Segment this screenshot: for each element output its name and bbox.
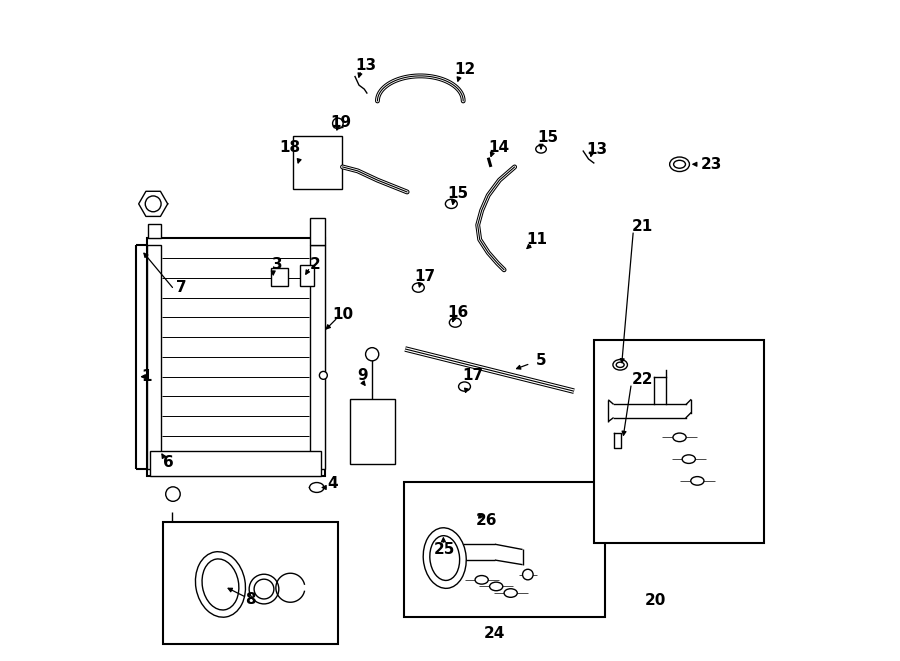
Bar xyxy=(147,238,325,476)
Text: 1: 1 xyxy=(141,369,152,384)
Bar xyxy=(310,218,325,245)
Bar xyxy=(594,340,764,543)
Bar xyxy=(163,522,338,644)
Text: 23: 23 xyxy=(701,157,723,172)
Ellipse shape xyxy=(504,589,518,598)
Circle shape xyxy=(145,196,161,212)
Text: 15: 15 xyxy=(447,186,469,201)
Circle shape xyxy=(320,371,328,379)
Ellipse shape xyxy=(310,483,324,492)
Text: 19: 19 xyxy=(330,115,352,130)
Text: 13: 13 xyxy=(586,141,607,157)
Text: 17: 17 xyxy=(414,269,436,284)
Text: 4: 4 xyxy=(328,476,338,491)
Bar xyxy=(271,268,288,286)
Bar xyxy=(148,223,161,238)
Text: 7: 7 xyxy=(176,280,187,295)
Ellipse shape xyxy=(449,318,461,327)
Ellipse shape xyxy=(613,360,627,370)
Polygon shape xyxy=(139,191,167,216)
Ellipse shape xyxy=(459,382,471,391)
Ellipse shape xyxy=(412,283,424,292)
Ellipse shape xyxy=(249,574,279,604)
Text: 17: 17 xyxy=(463,368,483,383)
Ellipse shape xyxy=(446,199,457,208)
Text: 11: 11 xyxy=(526,232,547,247)
Circle shape xyxy=(333,118,343,129)
Bar xyxy=(350,399,394,464)
Text: 2: 2 xyxy=(310,257,320,272)
Ellipse shape xyxy=(490,582,503,591)
Circle shape xyxy=(365,348,379,361)
Bar xyxy=(310,245,325,469)
Bar xyxy=(300,264,314,286)
Ellipse shape xyxy=(195,552,246,617)
Text: 26: 26 xyxy=(475,513,497,528)
Text: 22: 22 xyxy=(632,372,653,387)
Text: 6: 6 xyxy=(163,455,174,470)
Ellipse shape xyxy=(682,455,696,463)
Text: 5: 5 xyxy=(536,353,546,368)
Ellipse shape xyxy=(673,433,686,442)
Text: 8: 8 xyxy=(246,592,256,607)
Text: 14: 14 xyxy=(488,139,509,155)
Ellipse shape xyxy=(691,477,704,485)
Text: 10: 10 xyxy=(333,307,354,321)
Bar xyxy=(404,483,605,617)
Bar xyxy=(293,136,343,188)
Ellipse shape xyxy=(670,157,689,172)
Circle shape xyxy=(166,487,180,501)
Text: 25: 25 xyxy=(434,542,455,557)
Ellipse shape xyxy=(423,527,466,588)
Text: 16: 16 xyxy=(447,305,469,319)
Text: 13: 13 xyxy=(355,58,376,73)
Ellipse shape xyxy=(536,145,546,153)
Bar xyxy=(147,245,161,469)
Text: 21: 21 xyxy=(632,219,653,234)
Text: 15: 15 xyxy=(537,130,558,145)
Text: 24: 24 xyxy=(484,627,506,641)
Bar xyxy=(150,451,321,476)
Text: 18: 18 xyxy=(280,139,301,155)
Ellipse shape xyxy=(475,576,489,584)
Text: 20: 20 xyxy=(645,594,667,608)
Ellipse shape xyxy=(523,569,533,580)
Text: 12: 12 xyxy=(454,62,475,77)
Text: 3: 3 xyxy=(272,257,283,272)
Text: 9: 9 xyxy=(357,368,368,383)
